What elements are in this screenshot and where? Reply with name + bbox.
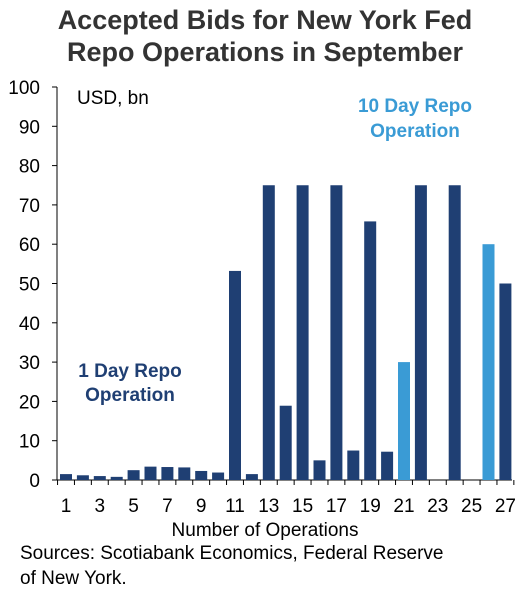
annotation-line-2: Operation	[370, 121, 460, 142]
y-tick-label: 80	[19, 157, 40, 178]
one-day-bar	[127, 470, 140, 480]
y-tick-label: 30	[19, 353, 40, 374]
one-day-bar	[330, 185, 343, 480]
x-tick-label: 21	[393, 496, 414, 517]
one-day-bar	[364, 221, 377, 480]
annotation-line-2: Operation	[85, 385, 175, 406]
sources-note: Sources: Scotiabank Economics, Federal R…	[20, 541, 520, 591]
one-day-bar	[110, 476, 123, 480]
ten-day-bar	[482, 244, 495, 480]
one-day-bar	[178, 467, 191, 480]
one-day-bar	[195, 470, 208, 480]
one-day-bar	[245, 474, 258, 480]
y-tick-label: 0	[29, 471, 40, 492]
one-day-bar	[229, 270, 241, 480]
y-tick-label: 10	[19, 432, 40, 453]
y-tick-label: 70	[19, 196, 40, 217]
one-day-bar	[414, 185, 427, 480]
x-tick-label: 13	[258, 496, 279, 517]
ten-day-bar	[398, 362, 410, 480]
one-day-bar	[296, 185, 309, 480]
one-day-bar	[60, 474, 72, 480]
x-tick-label: 3	[95, 496, 106, 517]
x-tick-label: 17	[326, 496, 347, 517]
x-tick-label: 27	[495, 496, 516, 517]
x-axis-title: Number of Operations	[172, 520, 359, 540]
y-tick-label: 60	[19, 235, 40, 256]
y-tick-label: 90	[19, 117, 40, 138]
one-day-bar	[212, 472, 225, 480]
one-day-bar	[93, 476, 106, 480]
sources-line-2: of New York.	[20, 568, 127, 589]
one-day-bar	[76, 475, 89, 480]
annotation-line-1: 1 Day Repo	[78, 361, 181, 382]
chart-title: Accepted Bids for New York Fed Repo Oper…	[0, 4, 530, 68]
annotation-line-1: 10 Day Repo	[358, 96, 472, 117]
chart-title-line-2: Repo Operations in September	[66, 37, 464, 67]
x-tick-label: 1	[61, 496, 72, 517]
x-tick-label: 19	[360, 496, 381, 517]
chart-title-line-1: Accepted Bids for New York Fed	[57, 5, 473, 35]
y-tick-label: 20	[19, 392, 40, 413]
y-tick-label: 100	[8, 78, 40, 99]
x-tick-label: 9	[196, 496, 207, 517]
bars-layer	[60, 185, 512, 480]
one-day-bar	[144, 466, 157, 480]
x-tick-label: 15	[292, 496, 313, 517]
y-axis-unit-label: USD, bn	[77, 88, 149, 109]
one-day-bar	[448, 185, 461, 480]
one-day-bar	[262, 185, 275, 480]
one-day-bar	[279, 405, 292, 480]
axes-layer	[52, 86, 515, 485]
y-tick-label: 50	[19, 275, 40, 296]
x-tick-label: 5	[128, 496, 139, 517]
one-day-bar	[499, 283, 512, 480]
one-day-bar	[347, 450, 360, 480]
sources-line-1: Sources: Scotiabank Economics, Federal R…	[20, 543, 444, 564]
x-tick-label: 23	[427, 496, 448, 517]
one-day-bar	[313, 460, 326, 480]
x-tick-label: 7	[162, 496, 173, 517]
one-day-bar	[381, 451, 394, 480]
y-tick-label: 40	[19, 314, 40, 335]
x-tick-label: 25	[461, 496, 482, 517]
x-tick-label: 11	[225, 496, 245, 517]
one-day-bar	[161, 467, 174, 480]
